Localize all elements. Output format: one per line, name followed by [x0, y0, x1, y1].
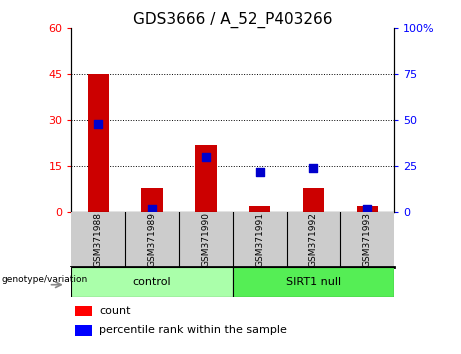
Text: GSM371988: GSM371988 [94, 212, 103, 267]
Bar [71, 267, 233, 297]
Bar [195, 145, 217, 212]
Point [256, 169, 263, 175]
Point [364, 206, 371, 212]
Bar [233, 267, 394, 297]
Text: SIRT1 null: SIRT1 null [286, 277, 341, 287]
Point [95, 121, 102, 127]
Bar [303, 188, 324, 212]
Title: GDS3666 / A_52_P403266: GDS3666 / A_52_P403266 [133, 12, 332, 28]
Bar [75, 325, 92, 336]
Text: control: control [133, 277, 171, 287]
Bar [356, 206, 378, 212]
Point [148, 206, 156, 212]
Bar [249, 206, 271, 212]
Text: GSM371989: GSM371989 [148, 212, 157, 267]
Text: GSM371992: GSM371992 [309, 212, 318, 267]
Bar [75, 306, 92, 316]
Text: genotype/variation: genotype/variation [1, 275, 88, 284]
Text: percentile rank within the sample: percentile rank within the sample [99, 325, 287, 336]
Text: GSM371991: GSM371991 [255, 212, 264, 267]
Bar [88, 74, 109, 212]
Point [202, 154, 210, 160]
Text: GSM371993: GSM371993 [363, 212, 372, 267]
Text: count: count [99, 306, 130, 316]
Point [310, 165, 317, 171]
Text: GSM371990: GSM371990 [201, 212, 210, 267]
Bar [142, 188, 163, 212]
